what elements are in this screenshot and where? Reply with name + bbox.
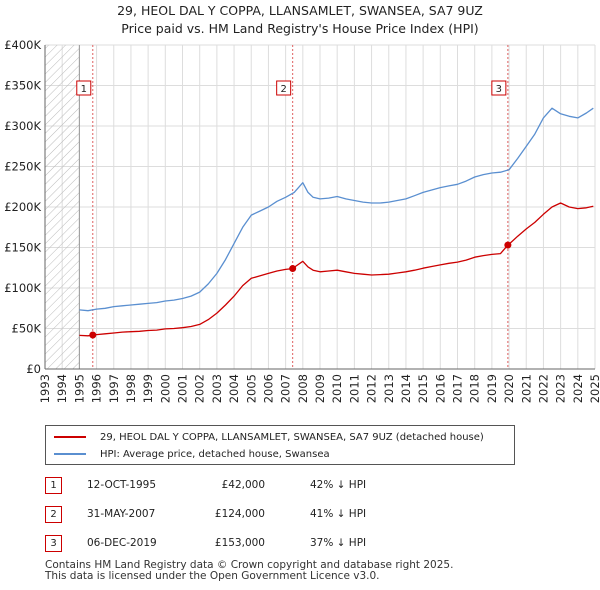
x-tick-label: 2006 xyxy=(261,374,275,403)
y-tick-label: £300K xyxy=(4,119,41,133)
sale-point xyxy=(89,331,96,338)
hpi-series-line xyxy=(79,108,593,311)
x-tick-label: 2009 xyxy=(313,374,327,403)
x-tick-label: 2011 xyxy=(347,374,361,403)
transaction-price: £124,000 xyxy=(195,508,265,520)
legend-item-property: 29, HEOL DAL Y COPPA, LLANSAMLET, SWANSE… xyxy=(54,429,484,445)
footer: Contains HM Land Registry data © Crown c… xyxy=(45,560,453,582)
x-tick-label: 1995 xyxy=(72,374,86,403)
sale-point xyxy=(289,265,296,272)
x-tick-label: 1999 xyxy=(141,374,155,403)
y-tick-label: £250K xyxy=(4,160,41,174)
y-tick-label: £100K xyxy=(4,281,41,295)
x-tick-label: 1993 xyxy=(38,374,52,403)
x-tick-label: 2014 xyxy=(399,374,413,403)
x-tick-label: 2023 xyxy=(554,374,568,403)
x-tick-label: 2010 xyxy=(330,374,344,403)
x-tick-label: 2018 xyxy=(468,374,482,403)
transaction-date: 06-DEC-2019 xyxy=(87,537,157,549)
x-tick-label: 2002 xyxy=(193,374,207,403)
price-chart: 1 2 3 £0 £50K £100K £150K £200K £250K £300K £350K… xyxy=(0,0,600,420)
footer-licence: This data is licensed under the Open Gov… xyxy=(45,571,453,582)
transaction-hpi-diff: 41% ↓ HPI xyxy=(310,508,366,520)
transaction-date: 12-OCT-1995 xyxy=(87,479,156,491)
x-tick-label: 2020 xyxy=(502,374,516,403)
x-tick-label: 2025 xyxy=(588,374,600,403)
x-tick-label: 2021 xyxy=(519,374,533,403)
transaction-number: 1 xyxy=(45,477,62,494)
transaction-number: 3 xyxy=(45,535,62,552)
transaction-hpi-diff: 42% ↓ HPI xyxy=(310,479,366,491)
y-tick-label: £0 xyxy=(26,362,41,376)
legend-label-property: 29, HEOL DAL Y COPPA, LLANSAMLET, SWANSE… xyxy=(100,432,484,443)
y-tick-label: £200K xyxy=(4,200,41,214)
x-tick-label: 2001 xyxy=(176,374,190,403)
x-tick-label: 2007 xyxy=(279,374,293,403)
x-tick-label: 2008 xyxy=(296,374,310,403)
hatched-region xyxy=(45,45,79,369)
marker-label: 3 xyxy=(496,84,502,95)
x-tick-label: 1996 xyxy=(90,374,104,403)
property-series-line xyxy=(79,203,593,336)
x-tick-label: 2000 xyxy=(158,374,172,403)
x-tick-label: 2004 xyxy=(227,374,241,403)
transaction-number: 2 xyxy=(45,506,62,523)
legend: 29, HEOL DAL Y COPPA, LLANSAMLET, SWANSE… xyxy=(45,425,515,465)
x-tick-label: 2016 xyxy=(433,374,447,403)
x-tick-label: 1997 xyxy=(107,374,121,403)
legend-swatch-property xyxy=(54,436,86,438)
sale-point xyxy=(504,242,511,249)
x-tick-label: 1994 xyxy=(55,374,69,403)
marker-label: 1 xyxy=(81,84,87,95)
legend-swatch-hpi xyxy=(54,453,86,455)
transaction-price: £42,000 xyxy=(195,479,265,491)
x-tick-label: 2012 xyxy=(365,374,379,403)
marker-label: 2 xyxy=(280,84,286,95)
x-tick-label: 2024 xyxy=(571,374,585,403)
x-tick-label: 2013 xyxy=(382,374,396,403)
y-tick-label: £400K xyxy=(4,38,41,52)
x-tick-label: 2019 xyxy=(485,374,499,403)
y-tick-label: £50K xyxy=(12,322,42,336)
legend-label-hpi: HPI: Average price, detached house, Swan… xyxy=(100,449,330,460)
x-tick-label: 2017 xyxy=(451,374,465,403)
x-tick-label: 2003 xyxy=(210,374,224,403)
y-tick-label: £150K xyxy=(4,241,41,255)
transaction-hpi-diff: 37% ↓ HPI xyxy=(310,537,366,549)
x-tick-label: 2015 xyxy=(416,374,430,403)
transaction-date: 31-MAY-2007 xyxy=(87,508,155,520)
transaction-price: £153,000 xyxy=(195,537,265,549)
legend-item-hpi: HPI: Average price, detached house, Swan… xyxy=(54,446,330,462)
x-tick-label: 1998 xyxy=(124,374,138,403)
x-tick-label: 2022 xyxy=(536,374,550,403)
x-tick-label: 2005 xyxy=(244,374,258,403)
y-tick-label: £350K xyxy=(4,79,41,93)
